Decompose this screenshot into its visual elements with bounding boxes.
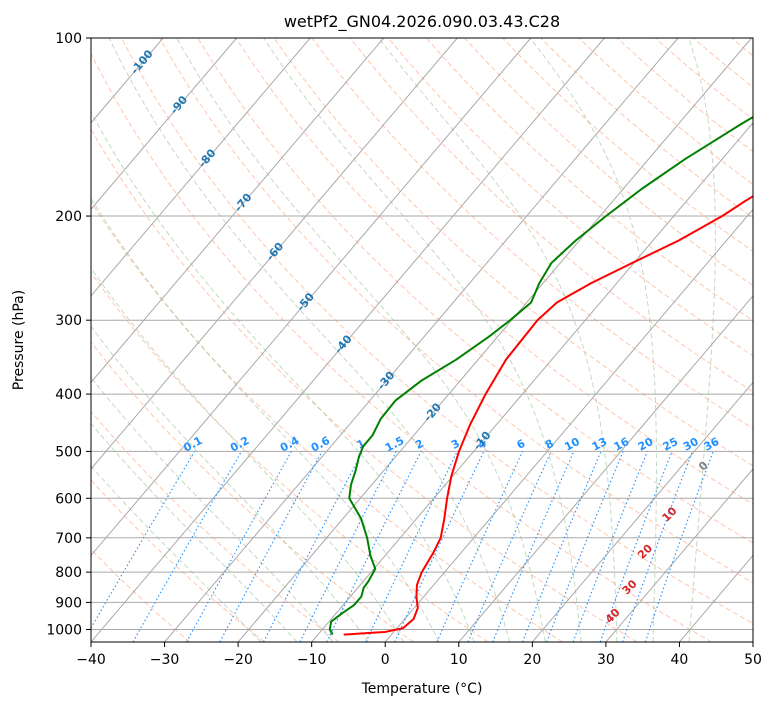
mixing-ratio-line	[436, 451, 524, 642]
x-tick-label: 10	[450, 652, 468, 668]
mixing-ratio-line	[521, 451, 602, 642]
x-tick-label: −20	[223, 652, 253, 668]
dry-adiabat-line	[426, 38, 753, 322]
moist-adiabat-line	[529, 38, 657, 642]
mixing-ratio-line	[622, 451, 694, 642]
moist-adiabat-line	[108, 38, 511, 642]
isotherm-line	[91, 38, 605, 642]
moist-adiabat-line	[91, 197, 440, 642]
isotherm-line	[91, 38, 532, 557]
moist-adiabat-line	[688, 38, 716, 642]
mixing-ratio-label: 36	[702, 435, 722, 454]
mixing-ratio-line	[492, 451, 575, 642]
isotherm-line	[91, 38, 311, 297]
moist-adiabat-line	[263, 38, 582, 642]
mixing-ratio-lines	[91, 451, 714, 642]
y-tick-label: 400	[55, 387, 82, 403]
isotherm-line	[164, 38, 679, 642]
dry-adiabat-line	[273, 38, 753, 467]
moist-adiabat-line	[91, 267, 405, 642]
mixing-ratio-label: 10	[562, 435, 582, 454]
dry-adiabats	[91, 38, 753, 642]
moist-adiabat-line	[91, 422, 298, 642]
x-tick-label: 40	[671, 652, 689, 668]
y-axis-label: Pressure (hPa)	[11, 290, 27, 390]
plot-frame	[90, 37, 754, 643]
chart-title: wetPf2_GN04.2026.090.03.43.C28	[284, 12, 560, 32]
dewpoint-profile-line	[328, 115, 753, 636]
x-axis-ticks: −40 −30 −20 −10 0 10 20 30 40 50	[76, 642, 762, 668]
mixing-ratio-line	[186, 451, 292, 642]
x-tick-label: 30	[597, 652, 615, 668]
mixing-ratio-line	[299, 451, 397, 642]
moist-adiabat-line	[91, 376, 334, 642]
isotherm-line	[531, 381, 753, 642]
profiles	[328, 115, 753, 636]
mixing-ratio-line	[644, 451, 714, 642]
isotherm-line	[91, 38, 458, 470]
isotherm-line	[237, 38, 752, 642]
mixing-ratio-label: 30	[681, 435, 701, 454]
dry-adiabat-line	[311, 38, 753, 430]
mixing-ratio-label: 16	[612, 435, 632, 454]
y-tick-label: 600	[55, 491, 82, 507]
mixing-ratio-line	[599, 451, 673, 642]
dry-adiabat-line	[235, 38, 753, 505]
dry-adiabat-line	[91, 200, 563, 642]
isotherm-line	[91, 38, 237, 211]
dry-adiabat-line	[91, 271, 489, 642]
moist-adiabat-line	[91, 111, 475, 642]
x-tick-label: −30	[150, 652, 180, 668]
x-tick-label: 20	[523, 652, 541, 668]
dry-adiabat-line	[120, 38, 753, 625]
dry-adiabat-line	[387, 38, 753, 357]
mixing-ratio-line	[132, 451, 242, 642]
y-axis-ticks: 100 200 300 400 500 600 700 800 900 1000	[46, 31, 91, 638]
mixing-ratio-line	[219, 451, 323, 642]
mixing-ratio-label: 13	[590, 435, 610, 454]
mixing-ratio-line	[572, 451, 648, 642]
isotherm-line	[91, 38, 385, 384]
moist-adiabat-line	[176, 38, 546, 642]
isotherm-line	[605, 468, 753, 642]
pressure-gridlines	[91, 38, 753, 630]
moist-adiabat-line	[91, 325, 369, 642]
y-tick-label: 700	[55, 531, 82, 547]
isotherm-line	[458, 295, 753, 642]
dry-adiabat-line	[91, 479, 265, 642]
isotherm-line	[384, 208, 753, 642]
y-tick-label: 500	[55, 444, 82, 460]
y-tick-label: 200	[55, 209, 82, 225]
y-tick-label: 1000	[46, 622, 82, 638]
mixing-ratio-label: 25	[661, 435, 681, 454]
y-tick-label: 800	[55, 565, 82, 581]
moist-adiabat-line	[91, 465, 262, 642]
mixing-ratio-label: 20	[636, 435, 656, 454]
mixing-ratio-line	[467, 451, 552, 642]
x-tick-label: 0	[381, 652, 390, 668]
temperature-profile-line	[343, 195, 753, 636]
y-tick-label: 300	[55, 313, 82, 329]
isotherm-line	[311, 122, 753, 642]
dry-adiabat-line	[91, 410, 340, 642]
x-axis-label: Temperature (°C)	[361, 681, 483, 697]
mixing-ratio-line	[546, 451, 624, 642]
dry-adiabat-line	[91, 128, 638, 642]
y-tick-label: 100	[55, 31, 82, 47]
x-tick-label: −10	[297, 652, 327, 668]
y-tick-label: 900	[55, 595, 82, 611]
mixing-ratio-line	[326, 451, 422, 642]
x-tick-label: −40	[76, 652, 106, 668]
isotherms	[91, 38, 753, 642]
x-tick-label: 50	[744, 652, 762, 668]
